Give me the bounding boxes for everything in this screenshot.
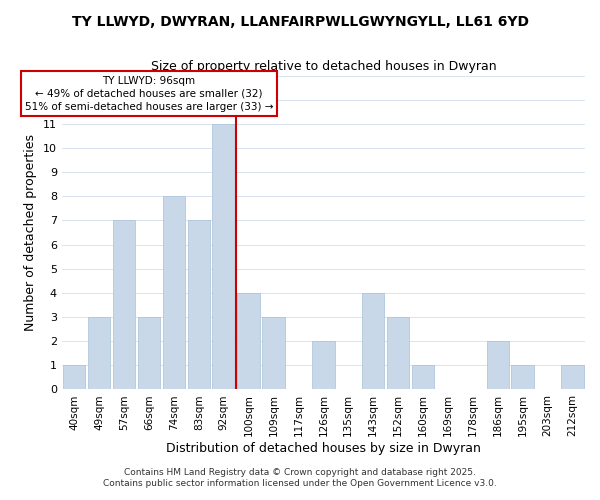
Bar <box>113 220 135 390</box>
Bar <box>487 341 509 390</box>
X-axis label: Distribution of detached houses by size in Dwyran: Distribution of detached houses by size … <box>166 442 481 455</box>
Bar <box>362 293 385 390</box>
Y-axis label: Number of detached properties: Number of detached properties <box>24 134 37 331</box>
Bar <box>562 366 584 390</box>
Title: Size of property relative to detached houses in Dwyran: Size of property relative to detached ho… <box>151 60 496 73</box>
Text: Contains HM Land Registry data © Crown copyright and database right 2025.
Contai: Contains HM Land Registry data © Crown c… <box>103 468 497 487</box>
Bar <box>138 317 160 390</box>
Text: TY LLWYD, DWYRAN, LLANFAIRPWLLGWYNGYLL, LL61 6YD: TY LLWYD, DWYRAN, LLANFAIRPWLLGWYNGYLL, … <box>71 15 529 29</box>
Bar <box>511 366 534 390</box>
Bar <box>63 366 85 390</box>
Bar <box>88 317 110 390</box>
Bar <box>212 124 235 390</box>
Bar <box>312 341 335 390</box>
Bar <box>163 196 185 390</box>
Bar <box>412 366 434 390</box>
Bar <box>238 293 260 390</box>
Text: TY LLWYD: 96sqm
← 49% of detached houses are smaller (32)
51% of semi-detached h: TY LLWYD: 96sqm ← 49% of detached houses… <box>25 76 273 112</box>
Bar <box>262 317 285 390</box>
Bar <box>387 317 409 390</box>
Bar <box>188 220 210 390</box>
